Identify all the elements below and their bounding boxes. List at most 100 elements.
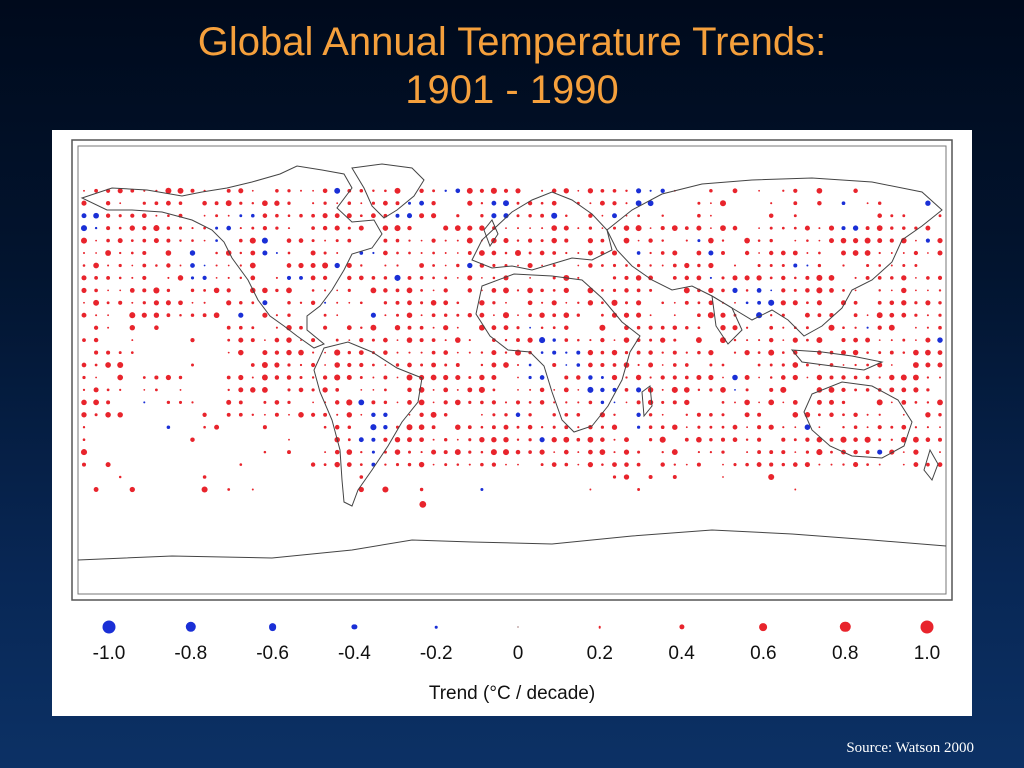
warming-dot: [480, 400, 484, 405]
cooling-dot: [383, 425, 388, 430]
warming-dot: [587, 300, 594, 306]
warming-dot: [672, 363, 677, 367]
warming-dot: [300, 189, 302, 192]
warming-dot: [238, 188, 244, 194]
warming-dot: [877, 325, 882, 330]
warming-dot: [841, 387, 846, 393]
warming-dot: [901, 312, 907, 318]
cooling-dot: [372, 251, 375, 255]
cooling-dot: [841, 226, 846, 231]
warming-dot: [239, 251, 243, 255]
warming-dot: [298, 238, 304, 243]
warming-dot: [636, 400, 641, 405]
warming-dot: [336, 301, 339, 304]
warming-dot: [552, 264, 556, 267]
cooling-dot: [925, 238, 930, 243]
warming-dot: [481, 277, 483, 279]
cooling-dot: [576, 350, 581, 355]
cooling-dot: [806, 264, 809, 267]
warming-dot: [539, 250, 545, 256]
cooling-dot: [528, 363, 532, 367]
warming-dot: [794, 426, 797, 429]
warming-dot: [721, 363, 725, 367]
cooling-dot: [587, 386, 594, 393]
warming-dot: [710, 202, 712, 205]
warming-dot: [553, 451, 556, 453]
warming-dot: [165, 250, 172, 256]
warming-dot: [395, 238, 400, 243]
coast-india: [711, 295, 743, 345]
warming-dot: [261, 362, 268, 368]
warming-dot: [142, 376, 146, 379]
warming-dot: [504, 413, 508, 417]
warming-dot: [94, 288, 98, 293]
warming-dot: [768, 213, 774, 218]
warming-dot: [625, 264, 628, 267]
warming-dot: [937, 462, 943, 467]
warming-dot: [744, 399, 750, 406]
warming-dot: [322, 188, 328, 194]
cooling-dot: [708, 250, 714, 256]
warming-dot: [201, 486, 208, 493]
warming-dot: [515, 449, 521, 455]
warming-dot: [768, 424, 774, 430]
warming-dot: [478, 386, 485, 393]
warming-dot: [925, 300, 931, 306]
warming-dot: [599, 324, 606, 331]
warming-dot: [191, 301, 194, 304]
warming-dot: [780, 300, 786, 306]
warming-dot: [407, 362, 412, 368]
warming-dot: [166, 226, 171, 230]
warming-dot: [215, 277, 218, 279]
warming-dot: [479, 312, 485, 318]
warming-dot: [81, 362, 87, 368]
warming-dot: [226, 412, 231, 417]
warming-dot: [684, 375, 689, 380]
warming-dot: [190, 288, 195, 293]
warming-dot: [456, 388, 459, 391]
warming-dot: [444, 252, 447, 254]
warming-dot: [768, 399, 775, 406]
warming-dot: [577, 389, 580, 391]
warming-dot: [407, 400, 412, 405]
legend-dot: [759, 623, 768, 631]
warming-dot: [576, 437, 581, 442]
warming-dot: [516, 363, 520, 367]
warming-dot: [383, 301, 388, 305]
warming-dot: [671, 449, 678, 456]
warming-dot: [323, 251, 327, 255]
warming-dot: [672, 400, 677, 405]
warming-dot: [310, 250, 316, 256]
legend: -1.0 -0.8 -0.6 -0.4 -0.2 0 0.2 0.4 0.6 0.8 1.0 Tren…: [52, 610, 972, 716]
warming-dot: [166, 263, 171, 268]
warming-dot: [648, 275, 654, 281]
warming-dot: [178, 226, 183, 230]
warming-dot: [360, 326, 363, 329]
warming-dot: [383, 400, 388, 405]
warming-dot: [769, 226, 773, 230]
warming-dot: [384, 264, 387, 267]
warming-dot: [287, 363, 291, 367]
warming-dot: [684, 226, 689, 230]
warming-dot: [468, 450, 472, 454]
warming-dot: [926, 326, 929, 329]
warming-dot: [408, 413, 411, 416]
warming-dot: [637, 239, 640, 242]
warming-dot: [504, 338, 508, 342]
warming-dot: [660, 425, 665, 430]
warming-dot: [902, 413, 905, 416]
warming-dot: [191, 363, 194, 367]
warming-dot: [479, 188, 484, 193]
warming-dot: [661, 301, 665, 305]
warming-dot: [829, 238, 834, 244]
warming-dot: [298, 262, 304, 269]
warming-dot: [625, 401, 628, 404]
warming-dot: [624, 275, 629, 280]
warming-dot: [890, 289, 893, 292]
warming-dot: [696, 250, 702, 256]
warming-dot: [371, 276, 376, 280]
warming-dot: [517, 314, 519, 317]
warming-dot: [876, 399, 883, 406]
warming-dot: [792, 362, 799, 368]
warming-dot: [938, 325, 942, 330]
